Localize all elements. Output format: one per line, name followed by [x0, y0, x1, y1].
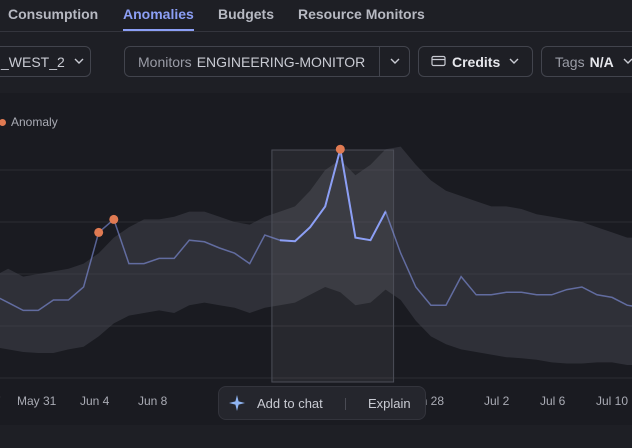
- monitors-select[interactable]: Monitors ENGINEERING-MONITOR: [124, 46, 380, 77]
- x-tick-label-7: Jul 2: [484, 394, 510, 408]
- chevron-down-icon: [389, 54, 401, 70]
- x-tick-label-1: May 31: [17, 394, 57, 408]
- tags-label: Tags: [555, 53, 585, 70]
- chevron-down-icon: [73, 54, 85, 70]
- bottom-strip: [0, 425, 632, 448]
- anomaly-legend-label: Anomaly: [11, 115, 58, 129]
- tab-budgets[interactable]: Budgets: [218, 6, 274, 22]
- credit-card-icon: [431, 54, 446, 70]
- selection-action-popup: Add to chat Explain: [218, 386, 426, 420]
- anomaly-point-0: [94, 227, 104, 237]
- selection-window: [271, 149, 395, 383]
- tab-consumption[interactable]: Consumption: [8, 6, 99, 22]
- x-tick-label-0: 7: [0, 394, 1, 408]
- metric-select[interactable]: Credits: [418, 46, 533, 77]
- x-tick-label-9: Jul 10: [596, 394, 628, 408]
- tags-select[interactable]: Tags N/A: [541, 46, 632, 77]
- series-line-highlight: [279, 148, 387, 243]
- x-tick-label-3: Jun 8: [138, 394, 168, 408]
- anomaly-point-2: [335, 144, 345, 154]
- chevron-down-icon: [508, 54, 520, 70]
- expected-range-band: [0, 146, 632, 365]
- metric-value: Credits: [452, 53, 501, 70]
- x-tick-label-8: Jul 6: [540, 394, 566, 408]
- popup-divider: [345, 398, 346, 410]
- chevron-down-icon: [622, 54, 632, 70]
- tab-resource-monitors[interactable]: Resource Monitors: [298, 6, 425, 22]
- filter-toolbar: _WEST_2 Monitors ENGINEERING-MONITOR Cre…: [0, 31, 632, 93]
- chart-legend: Anomaly: [0, 115, 58, 129]
- tags-value: N/A: [589, 53, 614, 70]
- anomaly-point-1: [109, 214, 119, 224]
- explain-button[interactable]: Explain: [368, 396, 411, 411]
- monitors-value: ENGINEERING-MONITOR: [196, 53, 366, 70]
- x-tick-label-2: Jun 4: [80, 394, 110, 408]
- region-value: _WEST_2: [1, 53, 65, 70]
- tab-anomalies[interactable]: Anomalies: [123, 6, 194, 22]
- anomaly-legend-marker: [0, 118, 6, 126]
- monitors-dropdown-button[interactable]: [379, 46, 410, 77]
- region-select[interactable]: _WEST_2: [0, 46, 91, 77]
- add-to-chat-button[interactable]: Add to chat: [257, 396, 323, 411]
- active-tab-indicator: [123, 29, 194, 31]
- monitors-label: Monitors: [138, 53, 192, 70]
- sparkle-icon: [228, 394, 246, 415]
- top-tabs: Consumption Anomalies Budgets Resource M…: [0, 0, 632, 32]
